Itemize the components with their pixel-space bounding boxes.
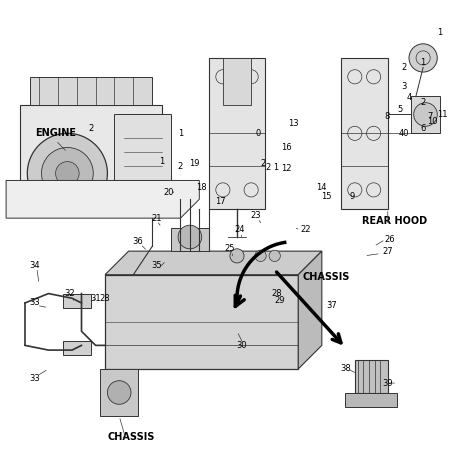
Circle shape [55, 162, 79, 185]
Polygon shape [63, 293, 91, 308]
Polygon shape [63, 341, 91, 355]
Text: 40: 40 [399, 129, 410, 138]
Text: 14: 14 [317, 183, 327, 192]
Text: 15: 15 [321, 192, 332, 201]
Text: 25: 25 [225, 244, 235, 253]
Text: CHASSIS: CHASSIS [107, 432, 155, 442]
Circle shape [27, 133, 108, 213]
Text: 6: 6 [420, 124, 426, 133]
Polygon shape [105, 275, 298, 369]
Text: 32: 32 [64, 289, 75, 298]
Polygon shape [411, 96, 439, 133]
Text: 26: 26 [385, 235, 395, 244]
Text: 3: 3 [401, 82, 407, 91]
Text: 2: 2 [401, 63, 407, 72]
Circle shape [41, 147, 93, 199]
Text: 4: 4 [406, 93, 411, 102]
Text: ENGINE: ENGINE [35, 128, 76, 138]
Text: 0: 0 [255, 129, 261, 138]
Text: 12: 12 [281, 164, 292, 173]
Text: 24: 24 [234, 226, 245, 235]
Polygon shape [346, 392, 397, 407]
Circle shape [414, 103, 438, 126]
Text: 22: 22 [300, 226, 310, 235]
Text: 1: 1 [420, 58, 426, 67]
Circle shape [178, 225, 201, 249]
Text: 35: 35 [152, 261, 162, 270]
Text: 21: 21 [152, 214, 162, 223]
Text: 31: 31 [91, 294, 101, 303]
Text: 2: 2 [420, 98, 426, 107]
Text: 27: 27 [383, 246, 393, 255]
Text: 8: 8 [384, 112, 390, 121]
Text: 9: 9 [350, 192, 355, 201]
Text: 29: 29 [274, 296, 285, 305]
Text: 33: 33 [29, 299, 40, 308]
Text: REAR HOOD: REAR HOOD [362, 216, 428, 226]
Text: 1: 1 [159, 157, 164, 166]
Polygon shape [115, 115, 171, 181]
Polygon shape [6, 181, 199, 218]
Text: 28: 28 [100, 294, 110, 303]
Text: 2 1: 2 1 [266, 163, 279, 172]
Polygon shape [20, 105, 162, 209]
Text: 16: 16 [281, 143, 292, 152]
Text: 11: 11 [437, 110, 447, 119]
Text: 20: 20 [164, 188, 174, 197]
Circle shape [108, 381, 131, 404]
Text: 2: 2 [88, 124, 93, 133]
Text: 28: 28 [272, 289, 283, 298]
Polygon shape [30, 77, 152, 105]
Text: 2: 2 [260, 159, 265, 168]
Text: 38: 38 [340, 365, 351, 374]
Text: CHASSIS: CHASSIS [303, 272, 350, 282]
Polygon shape [341, 58, 388, 209]
Text: 37: 37 [326, 301, 337, 310]
Text: 10: 10 [427, 117, 438, 126]
Text: 23: 23 [251, 211, 261, 220]
Text: 1: 1 [178, 129, 183, 138]
Text: 17: 17 [215, 197, 226, 206]
Text: 33: 33 [29, 374, 40, 383]
Polygon shape [355, 359, 388, 392]
Text: 30: 30 [237, 341, 247, 350]
Text: 5: 5 [397, 105, 402, 114]
Text: 36: 36 [133, 237, 144, 246]
Text: 2: 2 [178, 162, 183, 171]
Text: 39: 39 [383, 379, 393, 388]
Text: 1: 1 [437, 27, 442, 36]
Polygon shape [223, 58, 251, 105]
Circle shape [269, 250, 280, 262]
Polygon shape [105, 251, 322, 275]
Circle shape [230, 249, 244, 263]
Polygon shape [100, 369, 138, 416]
Text: 18: 18 [196, 183, 207, 192]
Circle shape [255, 250, 266, 262]
Polygon shape [209, 58, 265, 209]
Text: 13: 13 [288, 119, 299, 128]
Polygon shape [298, 251, 322, 369]
Text: 7: 7 [428, 112, 433, 121]
Circle shape [409, 44, 438, 72]
Text: 34: 34 [29, 261, 40, 270]
Text: 19: 19 [189, 159, 200, 168]
Polygon shape [171, 228, 209, 251]
